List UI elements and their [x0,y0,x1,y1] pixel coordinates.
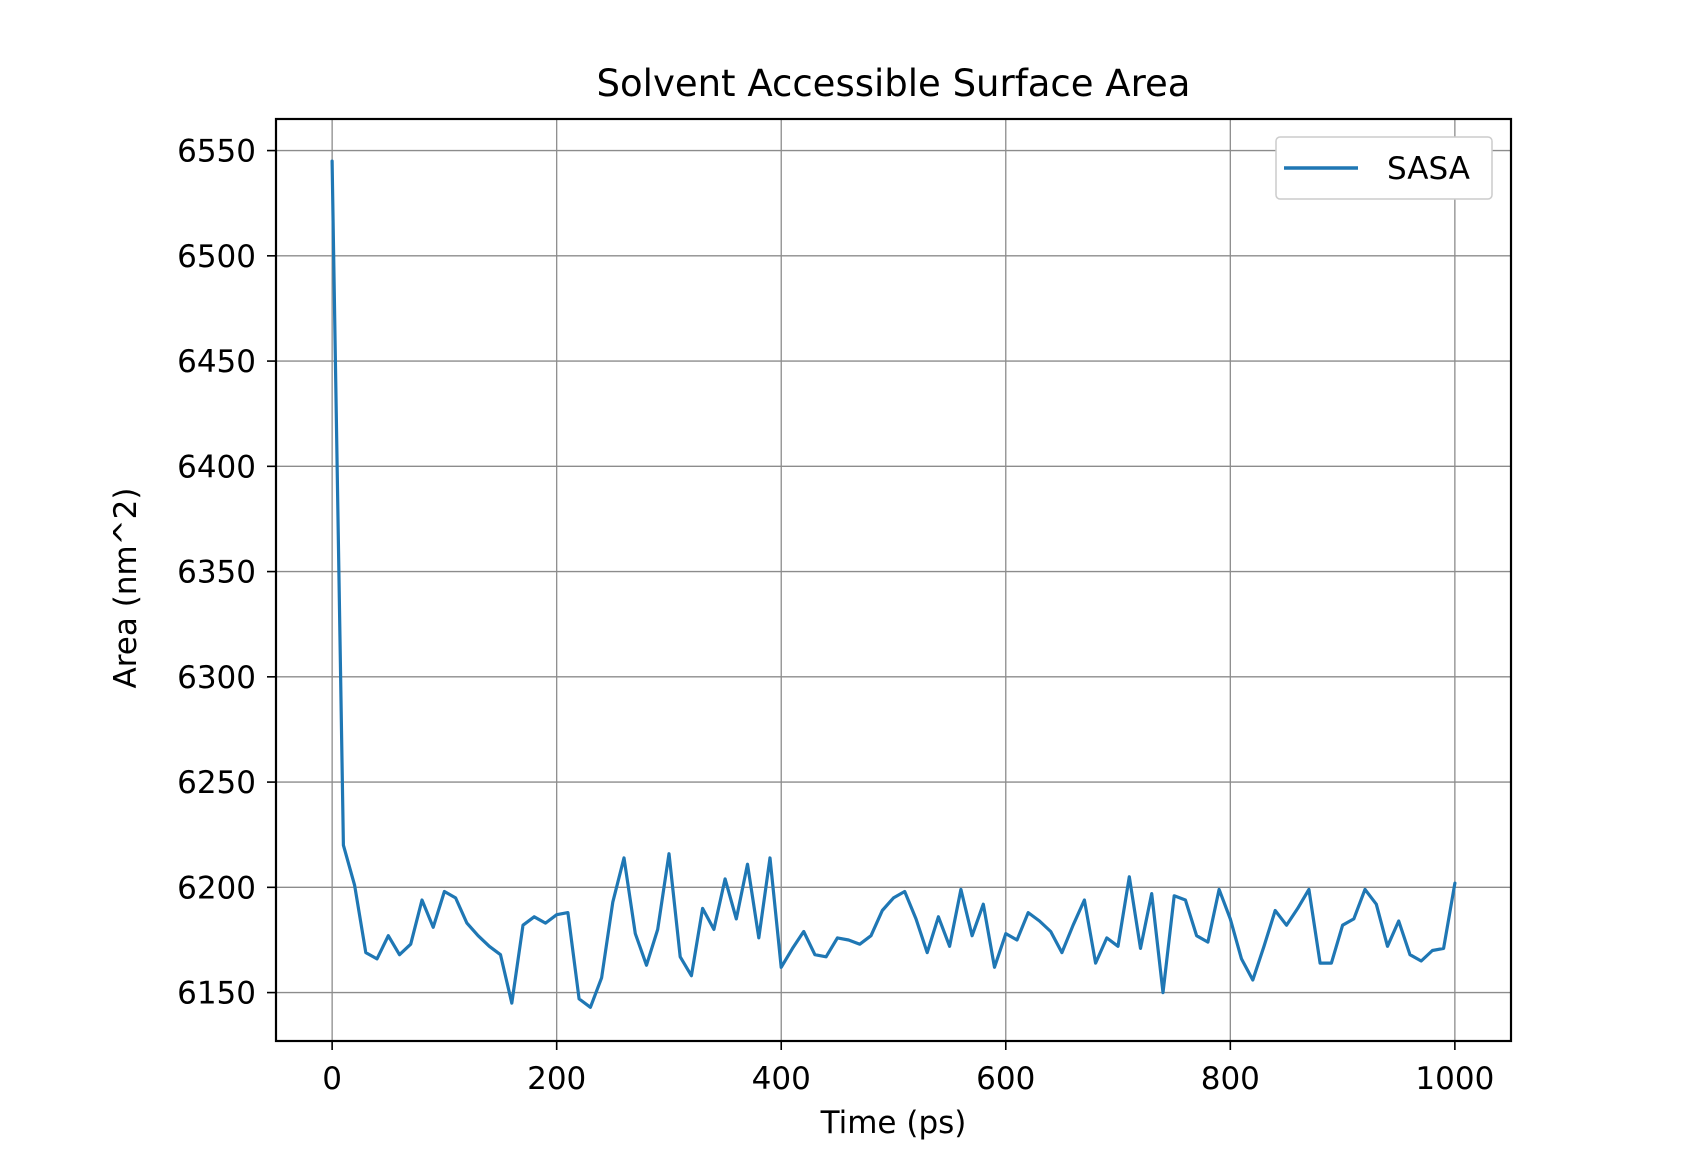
ticks [267,149,1456,1050]
y-axis-label: Area (nm^2) [108,488,144,689]
series-layer [330,159,1457,1009]
x-tick-label: 0 [322,1061,342,1097]
x-tick-label: 1000 [1415,1061,1494,1097]
grid [276,119,1511,1041]
y-tick-label: 6150 [177,976,256,1012]
y-tick-label: 6550 [177,134,256,170]
plot-frame [274,117,1513,1043]
y-tick-label: 6250 [177,765,256,801]
y-tick-label: 6500 [177,239,256,275]
x-tick-label: 400 [752,1061,811,1097]
y-tick-label: 6450 [177,344,256,380]
x-axis-label: Time (ps) [820,1105,967,1141]
x-tick-label: 600 [976,1061,1035,1097]
legend: SASA [1275,136,1493,200]
tick-labels: 0 200 400 600 800 1000 6150 6200 6250 6300 6350 640… [177,134,1494,1097]
y-tick-label: 6400 [177,449,256,485]
x-tick-label: 800 [1201,1061,1260,1097]
chart-title: Solvent Accessible Surface Area [597,62,1191,105]
legend-label-sasa: SASA [1387,151,1470,187]
y-tick-label: 6200 [177,870,256,906]
x-tick-label: 200 [527,1061,586,1097]
y-tick-label: 6300 [177,660,256,696]
legend-box [1275,136,1493,200]
y-tick-label: 6350 [177,555,256,591]
